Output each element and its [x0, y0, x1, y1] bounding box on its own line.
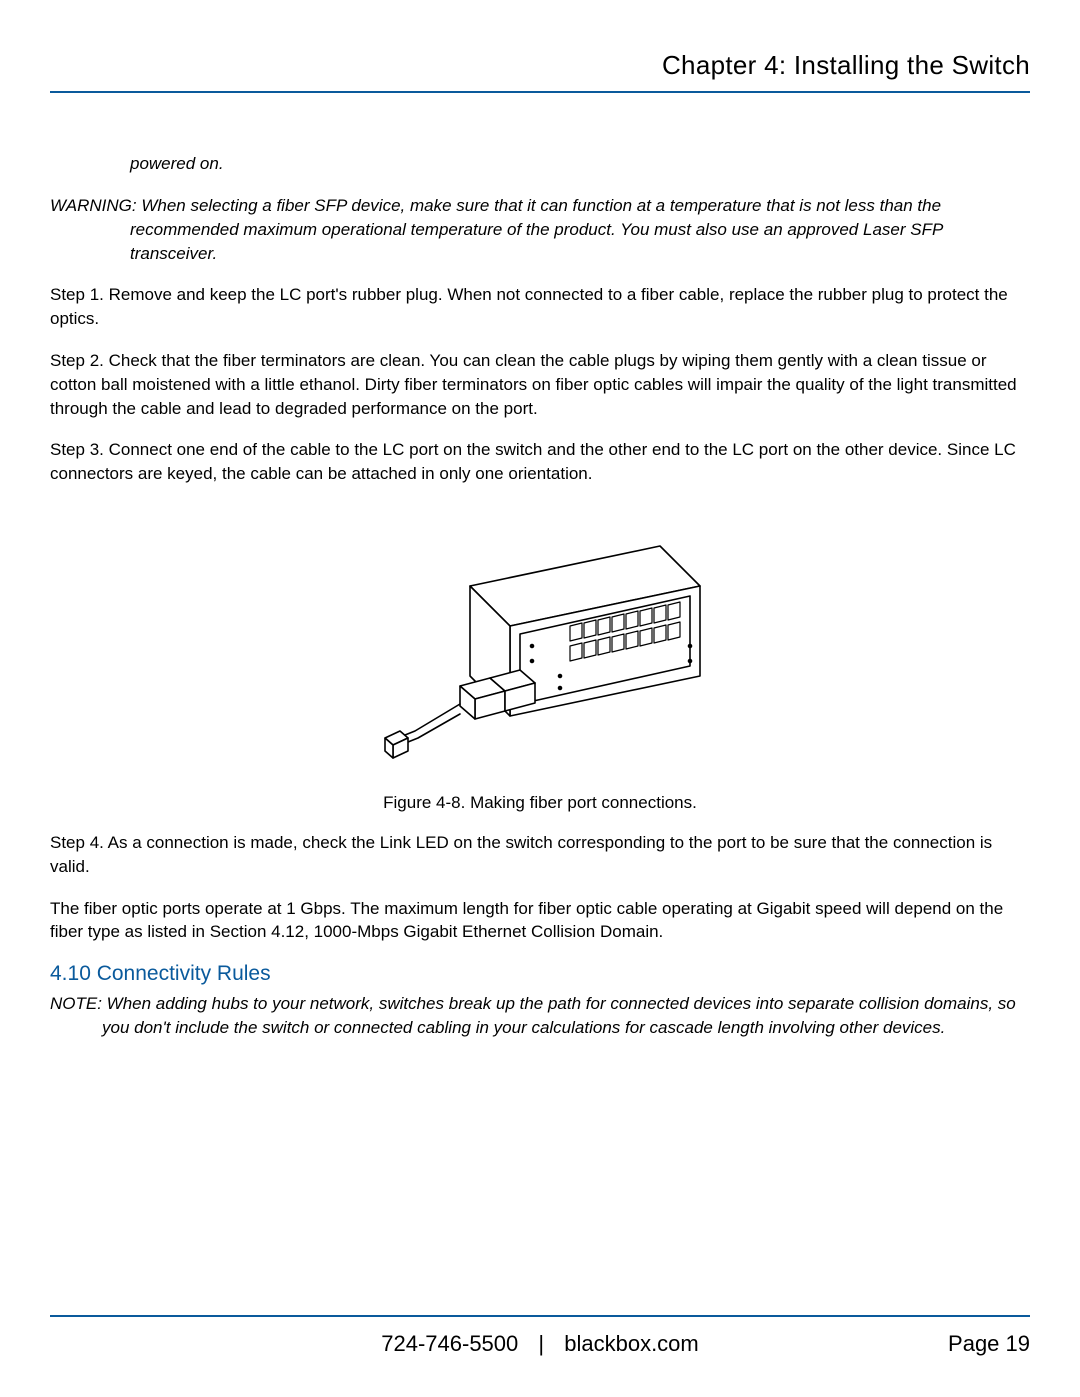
footer-phone: 724-746-5500	[381, 1331, 518, 1356]
step-2: Step 2. Check that the fiber terminators…	[50, 349, 1030, 420]
switch-fiber-diagram	[360, 516, 720, 776]
figure-caption: Figure 4-8. Making fiber port connection…	[50, 793, 1030, 813]
note-label: NOTE:	[50, 994, 107, 1013]
warning-line1: When selecting a fiber SFP device, make …	[141, 196, 941, 215]
section-heading-4-10: 4.10 Connectivity Rules	[50, 962, 1030, 986]
warning-label: WARNING:	[50, 196, 141, 215]
page: Chapter 4: Installing the Switch powered…	[0, 0, 1080, 1397]
continued-text: powered on.	[50, 153, 1030, 176]
warning-line2: recommended maximum operational temperat…	[50, 218, 1030, 266]
footer-separator: |	[538, 1331, 544, 1356]
footer-center: 724-746-5500 | blackbox.com	[50, 1331, 1030, 1357]
figure-4-8	[50, 516, 1030, 781]
note-line2: you don't include the switch or connecte…	[50, 1016, 1030, 1040]
footer-site: blackbox.com	[564, 1331, 699, 1356]
note-line1: When adding hubs to your network, switch…	[107, 994, 1016, 1013]
step-4: Step 4. As a connection is made, check t…	[50, 831, 1030, 879]
fiber-paragraph: The fiber optic ports operate at 1 Gbps.…	[50, 897, 1030, 945]
warning-block: WARNING: When selecting a fiber SFP devi…	[50, 194, 1030, 265]
step-1: Step 1. Remove and keep the LC port's ru…	[50, 283, 1030, 331]
page-footer: 724-746-5500 | blackbox.com Page 19	[50, 1315, 1030, 1357]
chapter-title: Chapter 4: Installing the Switch	[50, 50, 1030, 93]
note-block: NOTE: When adding hubs to your network, …	[50, 992, 1030, 1040]
footer-page-number: Page 19	[948, 1331, 1030, 1357]
step-3: Step 3. Connect one end of the cable to …	[50, 438, 1030, 486]
